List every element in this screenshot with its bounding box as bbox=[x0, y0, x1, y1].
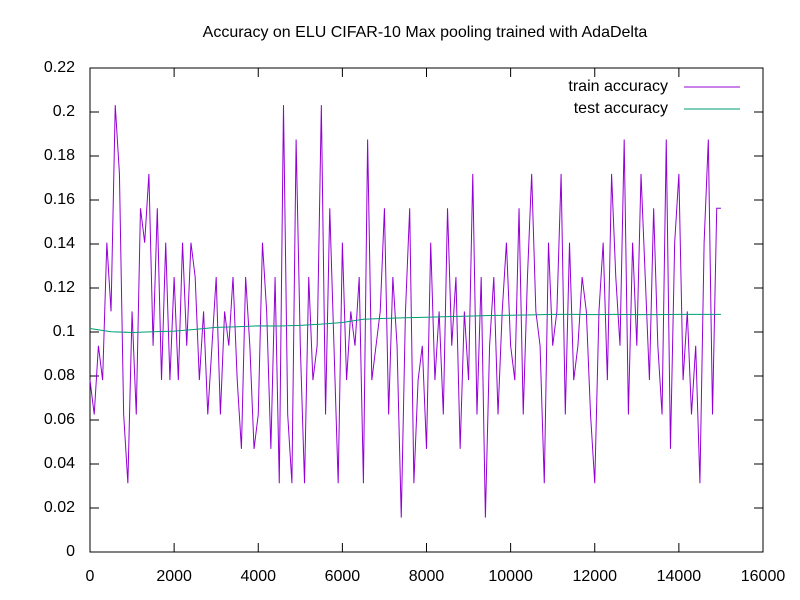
x-tick-label: 0 bbox=[86, 568, 95, 585]
legend-label: train accuracy bbox=[568, 78, 668, 95]
y-tick-label: 0.1 bbox=[53, 323, 75, 340]
y-tick-label: 0.04 bbox=[44, 455, 75, 472]
legend-label: test accuracy bbox=[574, 100, 668, 117]
plot-border bbox=[89, 67, 764, 553]
y-tick-label: 0.18 bbox=[44, 147, 75, 164]
y-tick-label: 0 bbox=[66, 543, 75, 560]
x-tick-label: 4000 bbox=[240, 568, 276, 585]
x-tick-label: 6000 bbox=[325, 568, 361, 585]
y-tick-label: 0.02 bbox=[44, 499, 75, 516]
y-tick-label: 0.06 bbox=[44, 411, 75, 428]
y-tick-label: 0.14 bbox=[44, 235, 75, 252]
x-tick-label: 14000 bbox=[657, 568, 702, 585]
x-tick-label: 2000 bbox=[156, 568, 192, 585]
series-line bbox=[89, 105, 721, 518]
y-tick-label: 0.16 bbox=[44, 191, 75, 208]
y-tick-label: 0.08 bbox=[44, 367, 75, 384]
x-tick-label: 10000 bbox=[488, 568, 533, 585]
x-tick-label: 16000 bbox=[741, 568, 786, 585]
x-tick-label: 12000 bbox=[573, 568, 618, 585]
series-line bbox=[89, 313, 721, 333]
y-tick-label: 0.22 bbox=[44, 59, 75, 76]
y-tick-label: 0.12 bbox=[44, 279, 75, 296]
x-tick-label: 8000 bbox=[409, 568, 445, 585]
y-tick-label: 0.2 bbox=[53, 103, 75, 120]
chart-title: Accuracy on ELU CIFAR-10 Max pooling tra… bbox=[203, 24, 648, 41]
